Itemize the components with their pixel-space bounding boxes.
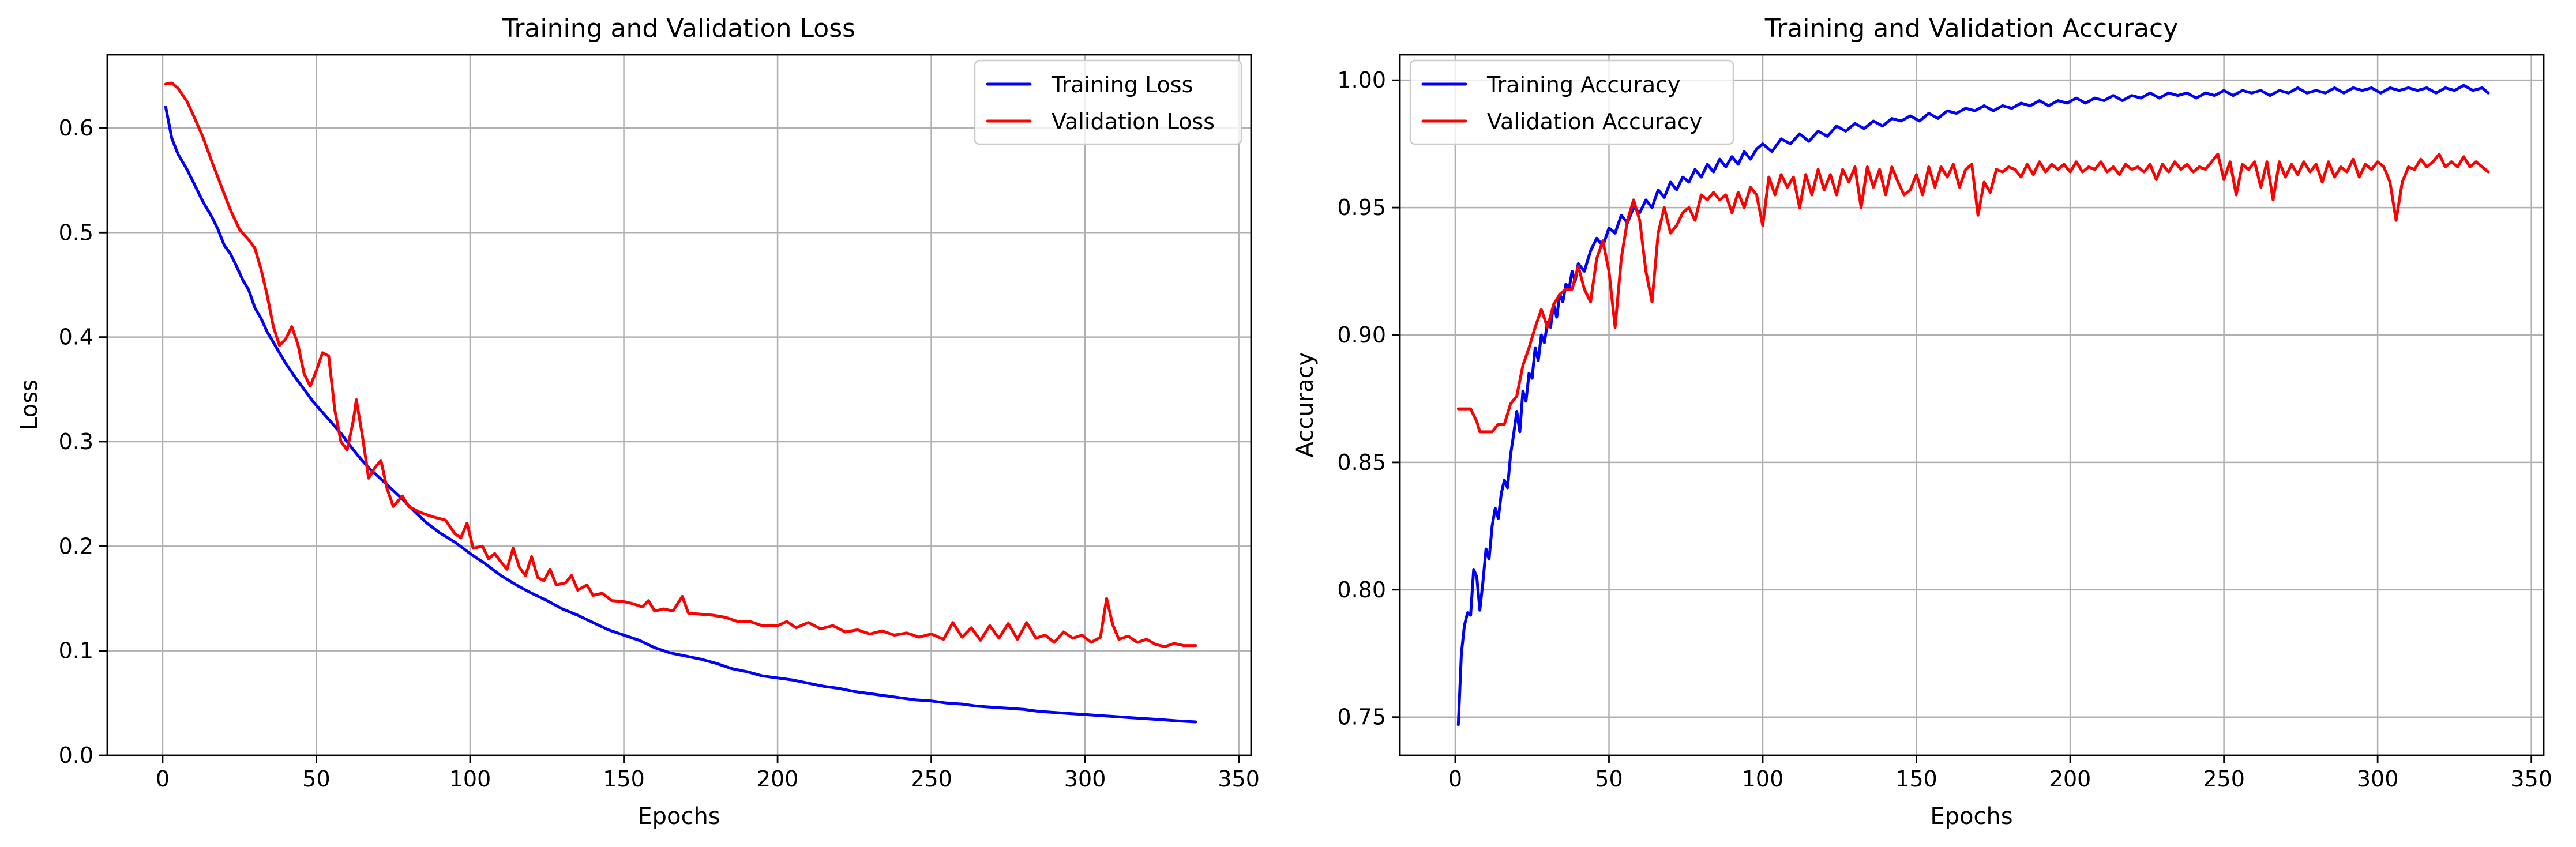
- loss-chart-legend-box: [974, 59, 1242, 145]
- accuracy-y-tick-label: 0.90: [1337, 322, 1386, 348]
- loss-x-tick-label: 300: [1064, 766, 1106, 792]
- loss-x-tick-label: 200: [757, 766, 799, 792]
- loss-x-tick-label: 250: [910, 766, 952, 792]
- accuracy-chart-legend-box: [1409, 59, 1734, 145]
- accuracy-chart: Training and Validation Accuracy 0 50 100 1…: [1292, 14, 2552, 830]
- accuracy-chart-x-ticks: 0 50 100 150 200 250 300 350: [1448, 755, 2552, 792]
- loss-y-tick-label: 0.6: [59, 115, 93, 141]
- accuracy-y-tick-label: 0.75: [1337, 705, 1386, 730]
- accuracy-x-tick-label: 350: [2510, 766, 2552, 792]
- accuracy-x-tick-label: 300: [2357, 766, 2399, 792]
- series-line-training-accuracy: [1456, 84, 2490, 726]
- loss-chart-x-axis-label: Epochs: [637, 803, 720, 830]
- loss-chart: Training and Validation Loss 0 50 100 150 20…: [16, 14, 1260, 830]
- series-line-validation-loss: [164, 81, 1197, 648]
- accuracy-chart-frame: [1399, 54, 2545, 756]
- accuracy-x-tick-label: 200: [2049, 766, 2091, 792]
- accuracy-chart-x-axis-label: Epochs: [1930, 803, 2012, 830]
- legend-label-training-loss: Training Loss: [1051, 72, 1193, 97]
- loss-chart-title: Training and Validation Loss: [502, 14, 855, 43]
- loss-y-tick-label: 0.1: [59, 638, 93, 664]
- loss-x-tick-label: 350: [1218, 766, 1260, 792]
- accuracy-chart-series: [1456, 84, 2490, 726]
- loss-chart-y-ticks: 0.0 0.1 0.2 0.3 0.4 0.5 0.6: [59, 115, 107, 768]
- accuracy-chart-legend: Training Accuracy Validation Accuracy: [1409, 59, 1734, 145]
- accuracy-x-tick-label: 150: [1895, 766, 1937, 792]
- loss-x-tick-label: 0: [156, 766, 170, 792]
- accuracy-chart-grid: [1400, 55, 2544, 755]
- accuracy-chart-y-axis-label: Accuracy: [1292, 352, 1319, 458]
- loss-x-tick-label: 150: [603, 766, 645, 792]
- loss-chart-legend: Training Loss Validation Loss: [974, 59, 1242, 145]
- accuracy-y-tick-label: 0.80: [1337, 577, 1386, 603]
- loss-x-tick-label: 50: [302, 766, 330, 792]
- legend-label-validation-accuracy: Validation Accuracy: [1487, 109, 1702, 134]
- accuracy-x-tick-label: 50: [1595, 766, 1623, 792]
- accuracy-y-tick-label: 0.85: [1337, 450, 1386, 475]
- accuracy-chart-y-ticks: 0.75 0.80 0.85 0.90 0.95 1.00: [1337, 67, 1400, 730]
- loss-y-tick-label: 0.0: [59, 743, 93, 768]
- legend-label-training-accuracy: Training Accuracy: [1486, 72, 1681, 97]
- loss-y-tick-label: 0.5: [59, 220, 93, 245]
- accuracy-x-tick-label: 0: [1448, 766, 1462, 792]
- loss-y-tick-label: 0.4: [59, 325, 93, 350]
- series-line-training-loss: [164, 106, 1197, 724]
- loss-y-tick-label: 0.2: [59, 533, 93, 559]
- accuracy-chart-title: Training and Validation Accuracy: [1764, 14, 2179, 43]
- loss-chart-frame: [106, 54, 1252, 756]
- accuracy-y-tick-label: 1.00: [1337, 67, 1386, 93]
- loss-chart-y-axis-label: Loss: [16, 379, 43, 430]
- accuracy-x-tick-label: 100: [1742, 766, 1784, 792]
- loss-y-tick-label: 0.3: [59, 429, 93, 454]
- legend-label-validation-loss: Validation Loss: [1052, 109, 1215, 134]
- series-line-validation-accuracy: [1456, 152, 2490, 434]
- loss-x-tick-label: 100: [449, 766, 491, 792]
- loss-chart-x-ticks: 0 50 100 150 200 250 300 350: [156, 755, 1260, 792]
- accuracy-x-tick-label: 250: [2203, 766, 2245, 792]
- accuracy-y-tick-label: 0.95: [1337, 195, 1386, 220]
- loss-chart-series: [164, 81, 1197, 724]
